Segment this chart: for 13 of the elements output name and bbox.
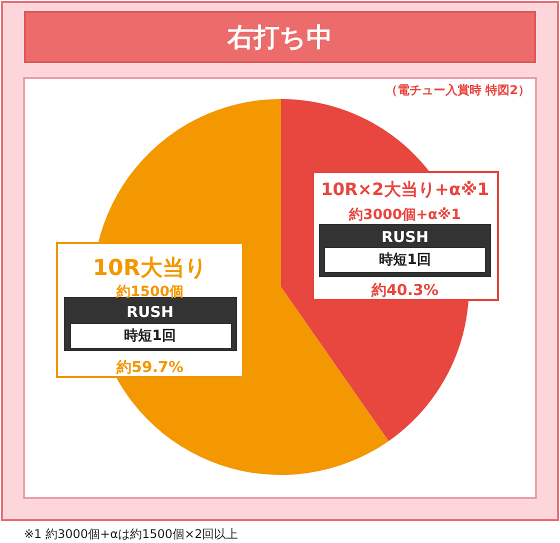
chart-subtitle: （電チュー入賞時 特図2） <box>385 83 530 97</box>
text: ※1 約3000個+αは約1500個×2回以上 <box>24 527 238 541</box>
text: 約1500個 <box>116 284 184 300</box>
slice-label: 10R大当り <box>92 256 208 281</box>
chart-title: 右打ち中 <box>226 23 332 53</box>
slice-label: 10R×2大当り+α※1 <box>320 180 490 200</box>
text: 時短1回 <box>379 252 431 268</box>
text: 時短1回 <box>124 328 176 344</box>
text: 約3000個+α※1 <box>348 207 461 223</box>
text: RUSH <box>126 303 174 321</box>
data-label: 約40.3% <box>370 281 439 299</box>
text: RUSH <box>381 228 429 246</box>
data-label: 約59.7% <box>115 358 184 376</box>
